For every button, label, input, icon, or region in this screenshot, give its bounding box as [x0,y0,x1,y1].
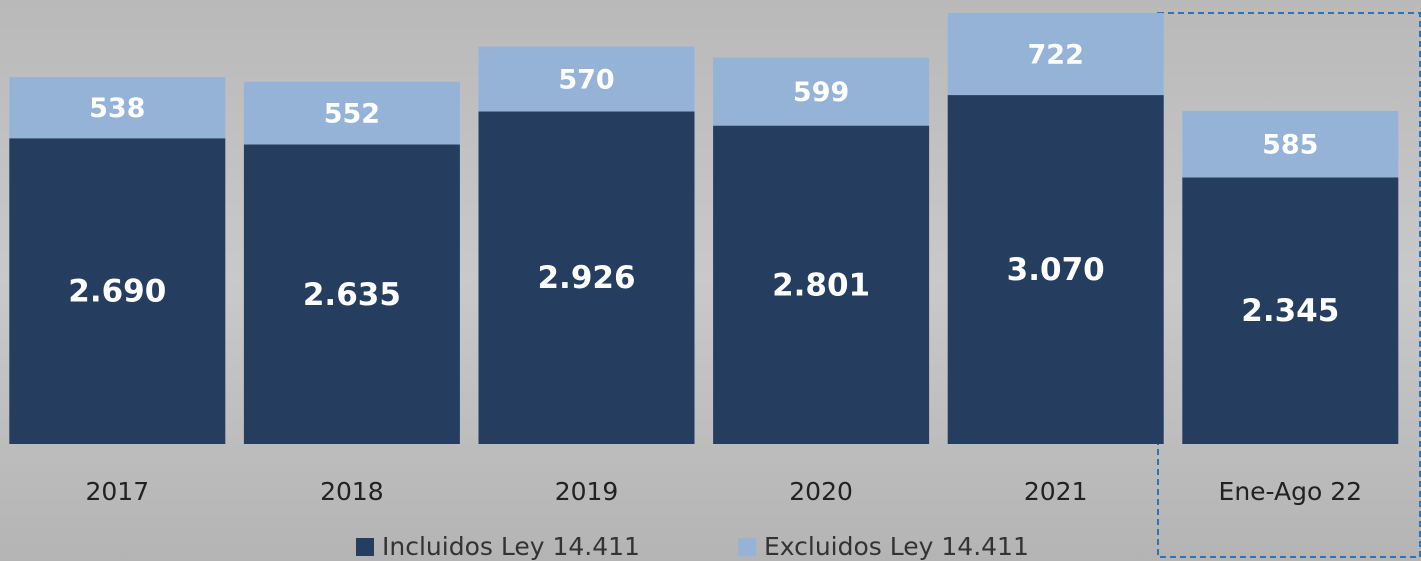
data-label: 2.635 [303,277,401,313]
bar-segment [947,95,1164,444]
data-label: 2.345 [1241,293,1339,329]
bar-segment [9,77,226,139]
data-label: 552 [324,99,380,130]
data-label: 3.070 [1007,252,1105,288]
data-label: 570 [558,65,614,96]
bar-segment [243,81,460,145]
x-tick-label: 2021 [1024,477,1088,506]
legend-swatch [356,538,374,556]
data-label: 599 [793,77,849,108]
data-label: 2.801 [772,267,870,303]
x-tick-label: 2019 [555,477,619,506]
bar-segment [1182,110,1399,178]
data-label: 2.690 [68,274,166,310]
bar-segment [713,125,930,445]
legend-swatch [738,538,756,556]
data-label: 538 [89,93,145,124]
x-tick-label: 2018 [320,477,384,506]
x-tick-label: 2020 [789,477,853,506]
data-label: 2.926 [537,260,635,296]
bar-segment [478,111,695,444]
bar-segment [713,57,930,126]
legend-label: Excluidos Ley 14.411 [764,532,1029,561]
data-label: 585 [1262,130,1318,161]
bar-segment [9,138,226,444]
bar-segment [1182,177,1399,445]
x-tick-label: Ene-Ago 22 [1219,477,1363,506]
bar-segment [478,46,695,112]
bar-segment [243,144,460,444]
x-tick-label: 2017 [85,477,149,506]
data-label: 722 [1028,40,1084,71]
bar-segment [947,13,1164,96]
legend-label: Incluidos Ley 14.411 [382,532,640,561]
